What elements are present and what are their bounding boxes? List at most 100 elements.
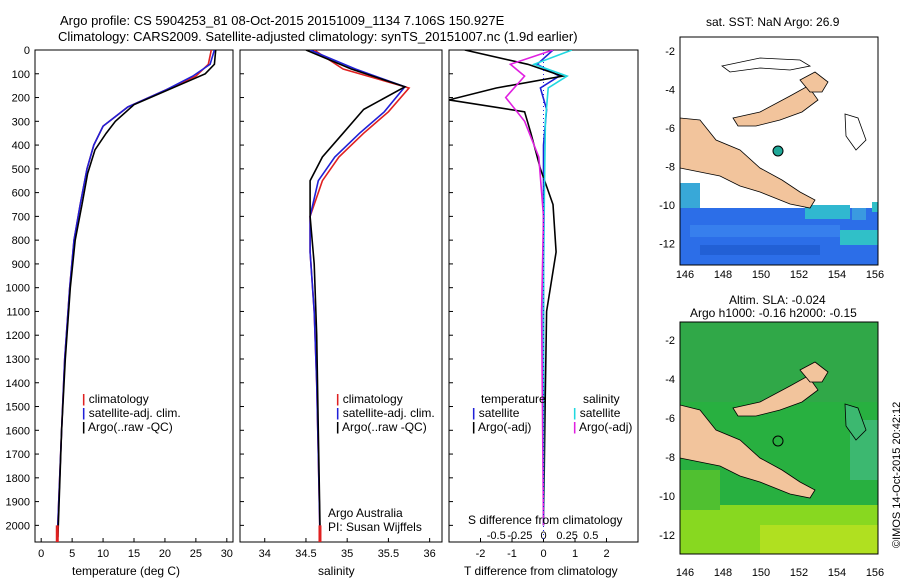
depth-tick-label: 100 xyxy=(12,69,30,81)
difference-s-tick-label: -0.5 xyxy=(487,530,506,542)
sla-map-title-1: Altim. SLA: -0.024 xyxy=(729,293,826,307)
map-bottom-lat-label: -8 xyxy=(665,452,675,464)
diff-legend-s-argo: | Argo(-adj) xyxy=(573,420,633,434)
series-line-argo-raw-qc- xyxy=(305,50,407,526)
map-bottom-lon-label: 148 xyxy=(714,567,732,579)
temperature-x-tick-label: 25 xyxy=(190,548,202,560)
series-line-argo-adj- xyxy=(449,50,566,526)
imos-stamp: ©IMOS 14-Oct-2015 20:42:12 xyxy=(891,401,900,548)
map-top-lon-label: 154 xyxy=(828,269,846,281)
sst-map-frame xyxy=(679,36,879,266)
temperature-x-tick-label: 10 xyxy=(97,548,109,560)
map-bottom-lat-label: -12 xyxy=(659,530,675,542)
difference-t-tick-label: 0 xyxy=(540,548,546,560)
temperature-legend-satellite: | satellite-adj. clim. xyxy=(82,406,181,420)
salinity-panel-frame xyxy=(239,49,443,543)
map-top-lon-label: 148 xyxy=(714,269,732,281)
title-line-1: Argo profile: CS 5904253_81 08-Oct-2015 … xyxy=(60,13,505,28)
sla-map-frame xyxy=(679,321,879,555)
map-bottom-lon-label: 156 xyxy=(866,567,884,579)
sst-map-title: sat. SST: NaN Argo: 26.9 xyxy=(706,15,840,29)
series-line-satellite-adj-clim- xyxy=(309,50,407,538)
series-line-climatology xyxy=(309,50,411,538)
depth-axis-labels: 0 100 200 300 400 500 600 700 800 900 1000 1100 1200… xyxy=(6,45,453,532)
diff-legend-salinity-head: salinity xyxy=(583,392,620,406)
diff-legend-temperature-head: temperature xyxy=(481,392,546,406)
depth-tick-label: 200 xyxy=(12,93,30,105)
map-top-lon-label: 146 xyxy=(676,269,694,281)
temperature-panel-frame xyxy=(34,49,234,543)
difference-t-tick-label: 2 xyxy=(603,548,609,560)
difference-s-tick-label: 0.5 xyxy=(583,530,598,542)
difference-s-tick-label: 0.25 xyxy=(556,530,577,542)
map-bottom-lon-label: 152 xyxy=(790,567,808,579)
map-top-lat-label: -4 xyxy=(665,85,675,97)
series-line-salinity-argo xyxy=(504,50,554,526)
depth-tick-label: 900 xyxy=(12,259,30,271)
salinity-legend-climatology: | climatology xyxy=(336,392,403,406)
series-line-salinity-satellite xyxy=(531,50,573,526)
temperature-profiles xyxy=(55,50,217,542)
difference-t-tick-label: 1 xyxy=(572,548,578,560)
map-top-lat-label: -2 xyxy=(665,46,675,58)
depth-tick-label: 500 xyxy=(12,164,30,176)
salinity-x-tick-label: 34.5 xyxy=(295,548,316,560)
depth-tick-label: 1600 xyxy=(6,425,30,437)
map-top-lat-label: -8 xyxy=(665,162,675,174)
sla-map xyxy=(680,322,878,554)
difference-xlabel: T difference from climatology xyxy=(464,564,618,578)
depth-tick-label: 2000 xyxy=(6,520,30,532)
argo-float-marker-bottom xyxy=(772,435,784,447)
salinity-legend-argo: | Argo(..raw -QC) xyxy=(336,420,427,434)
difference-t-tick-label: -1 xyxy=(507,548,517,560)
depth-tick-label: 1300 xyxy=(6,354,30,366)
map-bottom-lon-label: 150 xyxy=(752,567,770,579)
map-top-lon-label: 150 xyxy=(752,269,770,281)
title-line-2: Climatology: CARS2009. Satellite-adjuste… xyxy=(58,29,578,44)
diff-legend-s-satellite: | satellite xyxy=(573,406,621,420)
salinity-legend-satellite: | satellite-adj. clim. xyxy=(336,406,435,420)
map-bottom-lon-label: 146 xyxy=(676,567,694,579)
depth-tick-label: 800 xyxy=(12,235,30,247)
map-bottom-lat-label: -6 xyxy=(665,413,675,425)
depth-tick-label: 0 xyxy=(24,45,30,57)
temperature-legend-climatology: | climatology xyxy=(82,392,149,406)
difference-t-tick-label: -2 xyxy=(476,548,486,560)
depth-tick-label: 1200 xyxy=(6,330,30,342)
climatology-bottom-mark xyxy=(318,525,322,542)
depth-tick-label: 400 xyxy=(12,140,30,152)
temperature-x-tick-label: 5 xyxy=(69,548,75,560)
sla-land xyxy=(680,361,867,499)
map-top-lon-label: 156 xyxy=(866,269,884,281)
map-bottom-lat-label: -2 xyxy=(665,335,675,347)
map-bottom-lat-label: -10 xyxy=(659,491,675,503)
temperature-xlabel: temperature (deg C) xyxy=(72,564,181,578)
salinity-x-tick-label: 35 xyxy=(341,548,353,560)
temperature-x-tick-label: 20 xyxy=(159,548,171,560)
salinity-xlabel: salinity xyxy=(318,564,355,578)
map-top-lat-label: -10 xyxy=(659,200,675,212)
depth-tick-label: 1000 xyxy=(6,283,30,295)
difference-s-tick-label: 0 xyxy=(540,530,546,542)
temperature-x-tick-label: 30 xyxy=(221,548,233,560)
map-bottom-lat-label: -4 xyxy=(665,374,675,386)
argo-float-marker-top xyxy=(772,145,784,157)
depth-tick-label: 1700 xyxy=(6,449,30,461)
depth-tick-label: 1900 xyxy=(6,497,30,509)
sst-land xyxy=(680,57,867,209)
depth-tick-label: 700 xyxy=(12,211,30,223)
credit-pi: PI: Susan Wijffels xyxy=(328,520,422,534)
series-line-satellite-adj-clim- xyxy=(56,50,216,538)
difference-s-tick-label: -0.25 xyxy=(507,530,532,542)
difference-profiles xyxy=(449,50,573,526)
axis-ticks: 0 5 10 15 20 25 30 34 34.5 35 35.5 36 -2 -1 0 1 2-0.5 -0.… xyxy=(38,46,884,579)
diff-legend-t-argo: | Argo(-adj) xyxy=(472,420,532,434)
series-line-argo-raw-qc- xyxy=(57,50,217,538)
salinity-profiles xyxy=(305,50,411,542)
depth-tick-label: 1400 xyxy=(6,378,30,390)
sst-map xyxy=(680,37,878,265)
map-top-lon-label: 152 xyxy=(790,269,808,281)
series-line-climatology xyxy=(56,50,213,538)
temperature-x-tick-label: 15 xyxy=(128,548,140,560)
